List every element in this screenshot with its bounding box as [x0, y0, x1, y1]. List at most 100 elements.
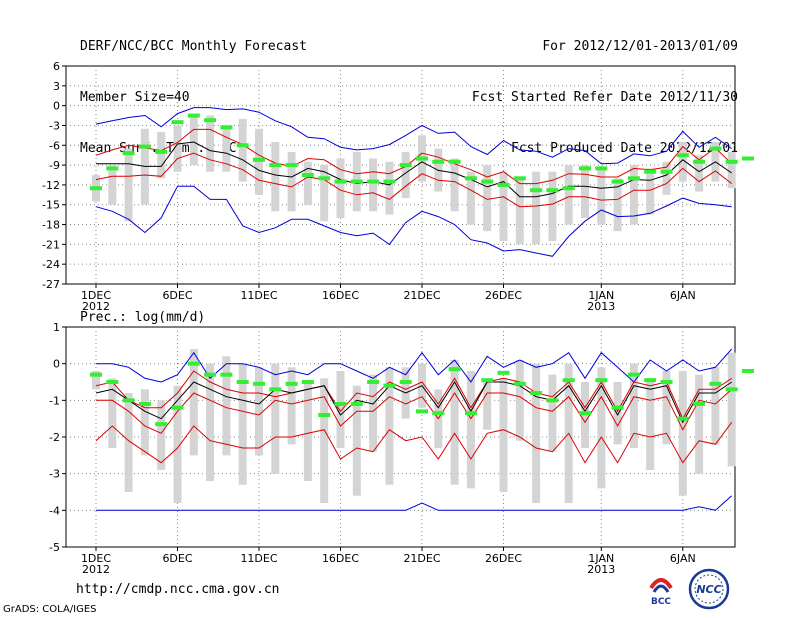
observation-marker — [106, 166, 119, 171]
ensemble-box — [108, 165, 117, 205]
series-line-q3 — [95, 370, 732, 420]
observation-marker — [383, 383, 396, 388]
observation-marker — [334, 179, 347, 184]
series-line-q3 — [95, 128, 733, 185]
observation-marker — [138, 144, 151, 149]
ensemble-box — [483, 382, 492, 430]
ensemble-box — [385, 367, 394, 485]
observation-marker — [204, 372, 217, 377]
observation-marker — [301, 173, 314, 177]
x-tick-year-label: 2013 — [587, 563, 615, 576]
bcc-logo: BCC — [640, 568, 682, 610]
observation-marker — [416, 409, 428, 414]
observation-marker — [660, 380, 673, 384]
ensemble-box — [401, 151, 410, 199]
observation-marker — [676, 416, 689, 421]
ensemble-box — [662, 371, 671, 445]
observation-marker — [464, 176, 477, 181]
observation-marker — [253, 157, 265, 162]
observation-marker — [693, 402, 706, 406]
series-line-min — [95, 185, 732, 257]
ensemble-box — [450, 360, 459, 485]
series-line-max — [96, 348, 733, 383]
ncc-logo: NCC — [688, 568, 730, 610]
ensemble-box — [466, 371, 475, 489]
observation-marker — [464, 411, 477, 416]
x-tick-year-label: 2012 — [82, 300, 110, 313]
observation-marker — [367, 179, 380, 184]
observation-marker — [416, 156, 428, 161]
observation-marker — [693, 159, 706, 164]
ensemble-box — [564, 165, 573, 225]
observation-marker — [383, 179, 396, 184]
observation-marker — [399, 380, 412, 384]
ensemble-box — [140, 389, 149, 456]
series-line-min — [96, 495, 733, 511]
observation-marker — [432, 159, 445, 164]
observation-marker — [709, 146, 722, 151]
bcc-logo-text: BCC — [651, 597, 671, 607]
observation-marker — [122, 398, 135, 403]
ensemble-box — [124, 393, 133, 492]
y-tick-label: -15 — [42, 199, 60, 212]
observation-marker — [579, 166, 591, 171]
y-tick-label: 0 — [53, 358, 60, 371]
x-tick-label: 11DEC — [240, 552, 277, 565]
observation-marker — [448, 367, 461, 372]
observation-marker — [187, 361, 200, 366]
y-tick-label: -3 — [49, 468, 60, 481]
ensemble-box — [727, 352, 736, 467]
y-tick-label: -5 — [49, 541, 60, 554]
y-tick-label: -24 — [42, 258, 60, 271]
y-tick-label: -6 — [49, 139, 60, 152]
ensemble-box — [271, 141, 280, 212]
ensemble-box — [597, 367, 606, 489]
ensemble-box — [206, 115, 215, 172]
observation-marker — [350, 179, 363, 184]
y-tick-label: 1 — [53, 321, 60, 334]
ensemble-box — [613, 178, 622, 232]
observation-marker — [725, 159, 738, 164]
x-tick-year-label: 2013 — [587, 300, 615, 313]
ensemble-box — [548, 171, 557, 242]
y-tick-label: -27 — [42, 278, 60, 291]
ensemble-box — [532, 363, 541, 503]
observation-marker — [171, 405, 184, 410]
observation-marker — [709, 381, 722, 386]
observation-marker — [562, 186, 575, 191]
ensemble-box — [336, 158, 345, 218]
observation-marker — [122, 151, 135, 156]
observation-marker — [562, 378, 575, 383]
observation-marker — [204, 118, 217, 123]
observation-marker — [269, 387, 282, 392]
y-tick-label: -1 — [49, 394, 60, 407]
x-tick-label: 26DEC — [485, 289, 522, 302]
x-tick-label: 6DEC — [162, 289, 192, 302]
ensemble-box — [711, 367, 720, 445]
observation-marker — [595, 378, 608, 383]
ensemble-box — [352, 385, 361, 496]
forecast-period: For 2012/12/01-2013/01/09 — [542, 39, 738, 54]
ensemble-box — [532, 171, 541, 245]
ensemble-box — [189, 115, 198, 166]
variable-label-bottom: Prec.: log(mm/d) — [80, 310, 205, 325]
ensemble-box — [303, 161, 312, 205]
ensemble-box — [287, 367, 296, 445]
observation-marker — [318, 176, 331, 181]
observation-marker — [644, 169, 657, 174]
observation-marker — [725, 387, 738, 392]
source-url[interactable]: http://cmdp.ncc.cma.gov.cn — [76, 582, 280, 597]
ncc-logo-text: NCC — [696, 583, 721, 596]
observation-marker — [448, 159, 461, 164]
ensemble-box — [92, 371, 100, 390]
ensemble-box — [271, 363, 280, 474]
ensemble-box — [320, 165, 329, 222]
series-line-median — [96, 141, 732, 198]
x-tick-label: 1JAN — [588, 552, 614, 565]
observation-marker — [530, 391, 543, 395]
observation-marker — [155, 149, 168, 154]
header-right: For 2012/12/01-2013/01/09 Fcst Started R… — [472, 9, 738, 177]
x-tick-label: 21DEC — [403, 552, 440, 565]
observation-marker — [546, 188, 559, 193]
